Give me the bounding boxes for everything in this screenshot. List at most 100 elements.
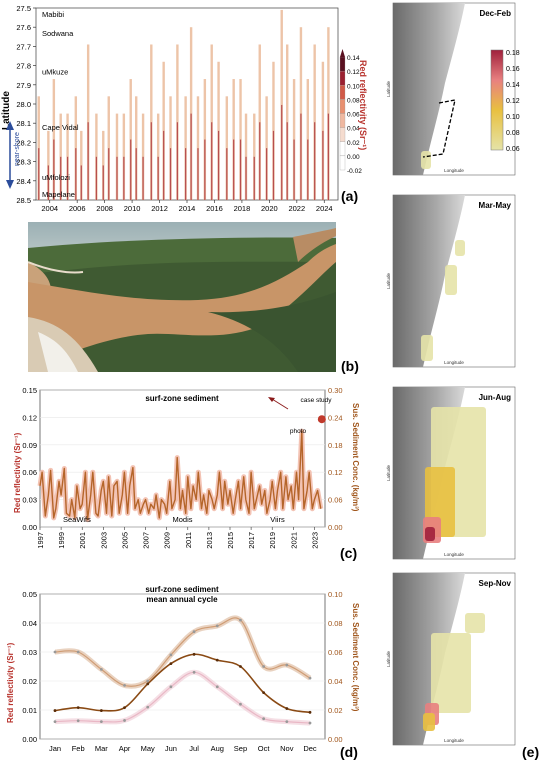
photo-illustration xyxy=(28,222,336,372)
heat-event-core xyxy=(116,156,118,200)
series-line xyxy=(54,653,311,714)
series-point xyxy=(285,720,289,723)
nearshore-label: near-shore xyxy=(14,132,21,166)
x-tick-label: 2010 xyxy=(124,204,141,213)
panel-c-ylabel-right: Sus. Sediment Conc. (kg/m³) xyxy=(351,403,360,512)
colorbar-e-tick: 0.12 xyxy=(506,98,520,105)
map-ylabel: Latitude xyxy=(386,464,391,481)
colorbar-a-segment xyxy=(339,85,346,100)
y-left-tick-label: 0.00 xyxy=(22,735,37,744)
heat-event-core xyxy=(314,122,316,200)
heat-event-core xyxy=(176,122,178,200)
heat-event-core xyxy=(293,139,295,200)
colorbar-e-tick: 0.14 xyxy=(506,82,520,89)
map-xlabel: Longitude xyxy=(444,738,464,743)
y-tick-label: 28.0 xyxy=(16,100,31,109)
y-right-tick-label: 0.12 xyxy=(328,468,343,477)
panel-e-letter: (e) xyxy=(522,744,539,760)
y-tick-label: 28.3 xyxy=(16,158,31,167)
series-point xyxy=(123,719,126,722)
series-point xyxy=(239,702,242,706)
heat-event-core xyxy=(281,104,283,200)
series-point xyxy=(169,653,173,657)
series-point xyxy=(76,650,80,654)
colorbar-a-tick: -0.02 xyxy=(347,168,362,175)
series-point xyxy=(123,683,126,687)
heat-event-core xyxy=(38,148,40,200)
series-point xyxy=(285,663,289,667)
colorbar-a-tick: 0.02 xyxy=(347,140,360,147)
colorbar-a-tick: 0.10 xyxy=(347,83,360,90)
x-tick-label: 2008 xyxy=(96,204,113,213)
series-point xyxy=(169,662,173,665)
y-right-tick-label: 0.06 xyxy=(328,648,343,657)
series-point xyxy=(76,706,80,710)
plume-patch xyxy=(465,613,485,633)
x-tick-label: 2011 xyxy=(184,532,193,548)
heat-event-core xyxy=(217,130,220,200)
heat-event-core xyxy=(266,148,268,200)
y-left-tick-label: 0.03 xyxy=(22,496,37,505)
plume-patch xyxy=(455,240,465,256)
heat-event-core xyxy=(239,139,242,200)
series-point xyxy=(262,665,266,668)
panel-c-timeseries: surf-zone sediment 0.15 0.12 0.09 0.06 0.03 0… xyxy=(13,386,360,561)
series-point xyxy=(239,665,242,668)
season-label: Dec-Feb xyxy=(479,9,511,18)
series-point xyxy=(146,679,150,683)
heat-event-core xyxy=(102,165,104,200)
heat-event-core xyxy=(226,148,228,200)
series-point xyxy=(192,670,196,674)
panel-d-annual-cycle: surf-zone sediment mean annual cycle 0.0… xyxy=(6,585,360,760)
x-tick-label: 2024 xyxy=(316,204,333,213)
heat-event-core xyxy=(327,113,329,200)
heat-event-core xyxy=(123,156,125,200)
y-left-tick-label: 0.06 xyxy=(22,468,37,477)
heat-event-core xyxy=(47,165,49,200)
panel-d-ylabel-right: Sus. Sediment Conc. (kg/m³) xyxy=(351,603,360,712)
heat-event-core xyxy=(204,139,206,200)
panel-a-heatmap: 27.5 27.6 27.7 27.8 27.9 28.0 28.1 28.2 28.3 28.4… xyxy=(1,4,368,213)
photo-label: photo xyxy=(290,428,307,435)
place-label: uMfolozi xyxy=(42,173,70,182)
series-point xyxy=(215,685,219,689)
month-label: May xyxy=(141,744,155,753)
y-tick-label: 27.6 xyxy=(16,23,31,32)
series-point xyxy=(262,691,266,694)
heat-event-core xyxy=(259,122,261,200)
x-tick-label: 1999 xyxy=(57,532,66,549)
y-left-tick-label: 0.12 xyxy=(22,413,37,422)
panel-d-title-1: surf-zone sediment xyxy=(145,585,219,594)
panel-b-label: (b) xyxy=(341,358,359,374)
colorbar-e-tick: 0.16 xyxy=(506,66,520,73)
heat-event-core xyxy=(169,148,172,200)
y-tick-label: 27.9 xyxy=(16,81,31,90)
series-point xyxy=(169,685,173,689)
series-point xyxy=(308,710,312,714)
map-xlabel: Longitude xyxy=(444,360,464,365)
season-map: Mar-May Longitude Latitude xyxy=(386,194,516,368)
sensor-label: SeaWifs xyxy=(63,515,91,524)
heat-event-core xyxy=(322,130,324,200)
place-label: uMkuze xyxy=(42,67,68,76)
y-tick-label: 28.2 xyxy=(16,138,31,147)
series-point xyxy=(215,658,219,662)
x-tick-label: 2022 xyxy=(288,204,305,213)
y-tick-label: 27.5 xyxy=(16,4,31,13)
series-point xyxy=(123,706,126,710)
y-right-tick-label: 0.18 xyxy=(328,441,343,450)
heat-event-core xyxy=(135,148,137,200)
x-tick-label: 2006 xyxy=(69,204,86,213)
x-tick-label: 2016 xyxy=(206,204,223,213)
panel-d-ylabel-left: Red reflectivity (Sr⁻¹) xyxy=(6,642,15,723)
y-right-tick-label: 0.06 xyxy=(328,496,343,505)
case-study-marker xyxy=(317,415,326,424)
panel-c-letter: (c) xyxy=(340,545,357,561)
series-line xyxy=(54,671,311,724)
season-map: Jun-Aug Longitude Latitude xyxy=(386,386,516,560)
colorbar-a-tick: 0.12 xyxy=(347,69,360,76)
heat-event-core xyxy=(80,165,82,200)
heat-event-core xyxy=(211,122,213,200)
series-point xyxy=(99,668,103,671)
place-label: Sodwana xyxy=(42,29,74,38)
